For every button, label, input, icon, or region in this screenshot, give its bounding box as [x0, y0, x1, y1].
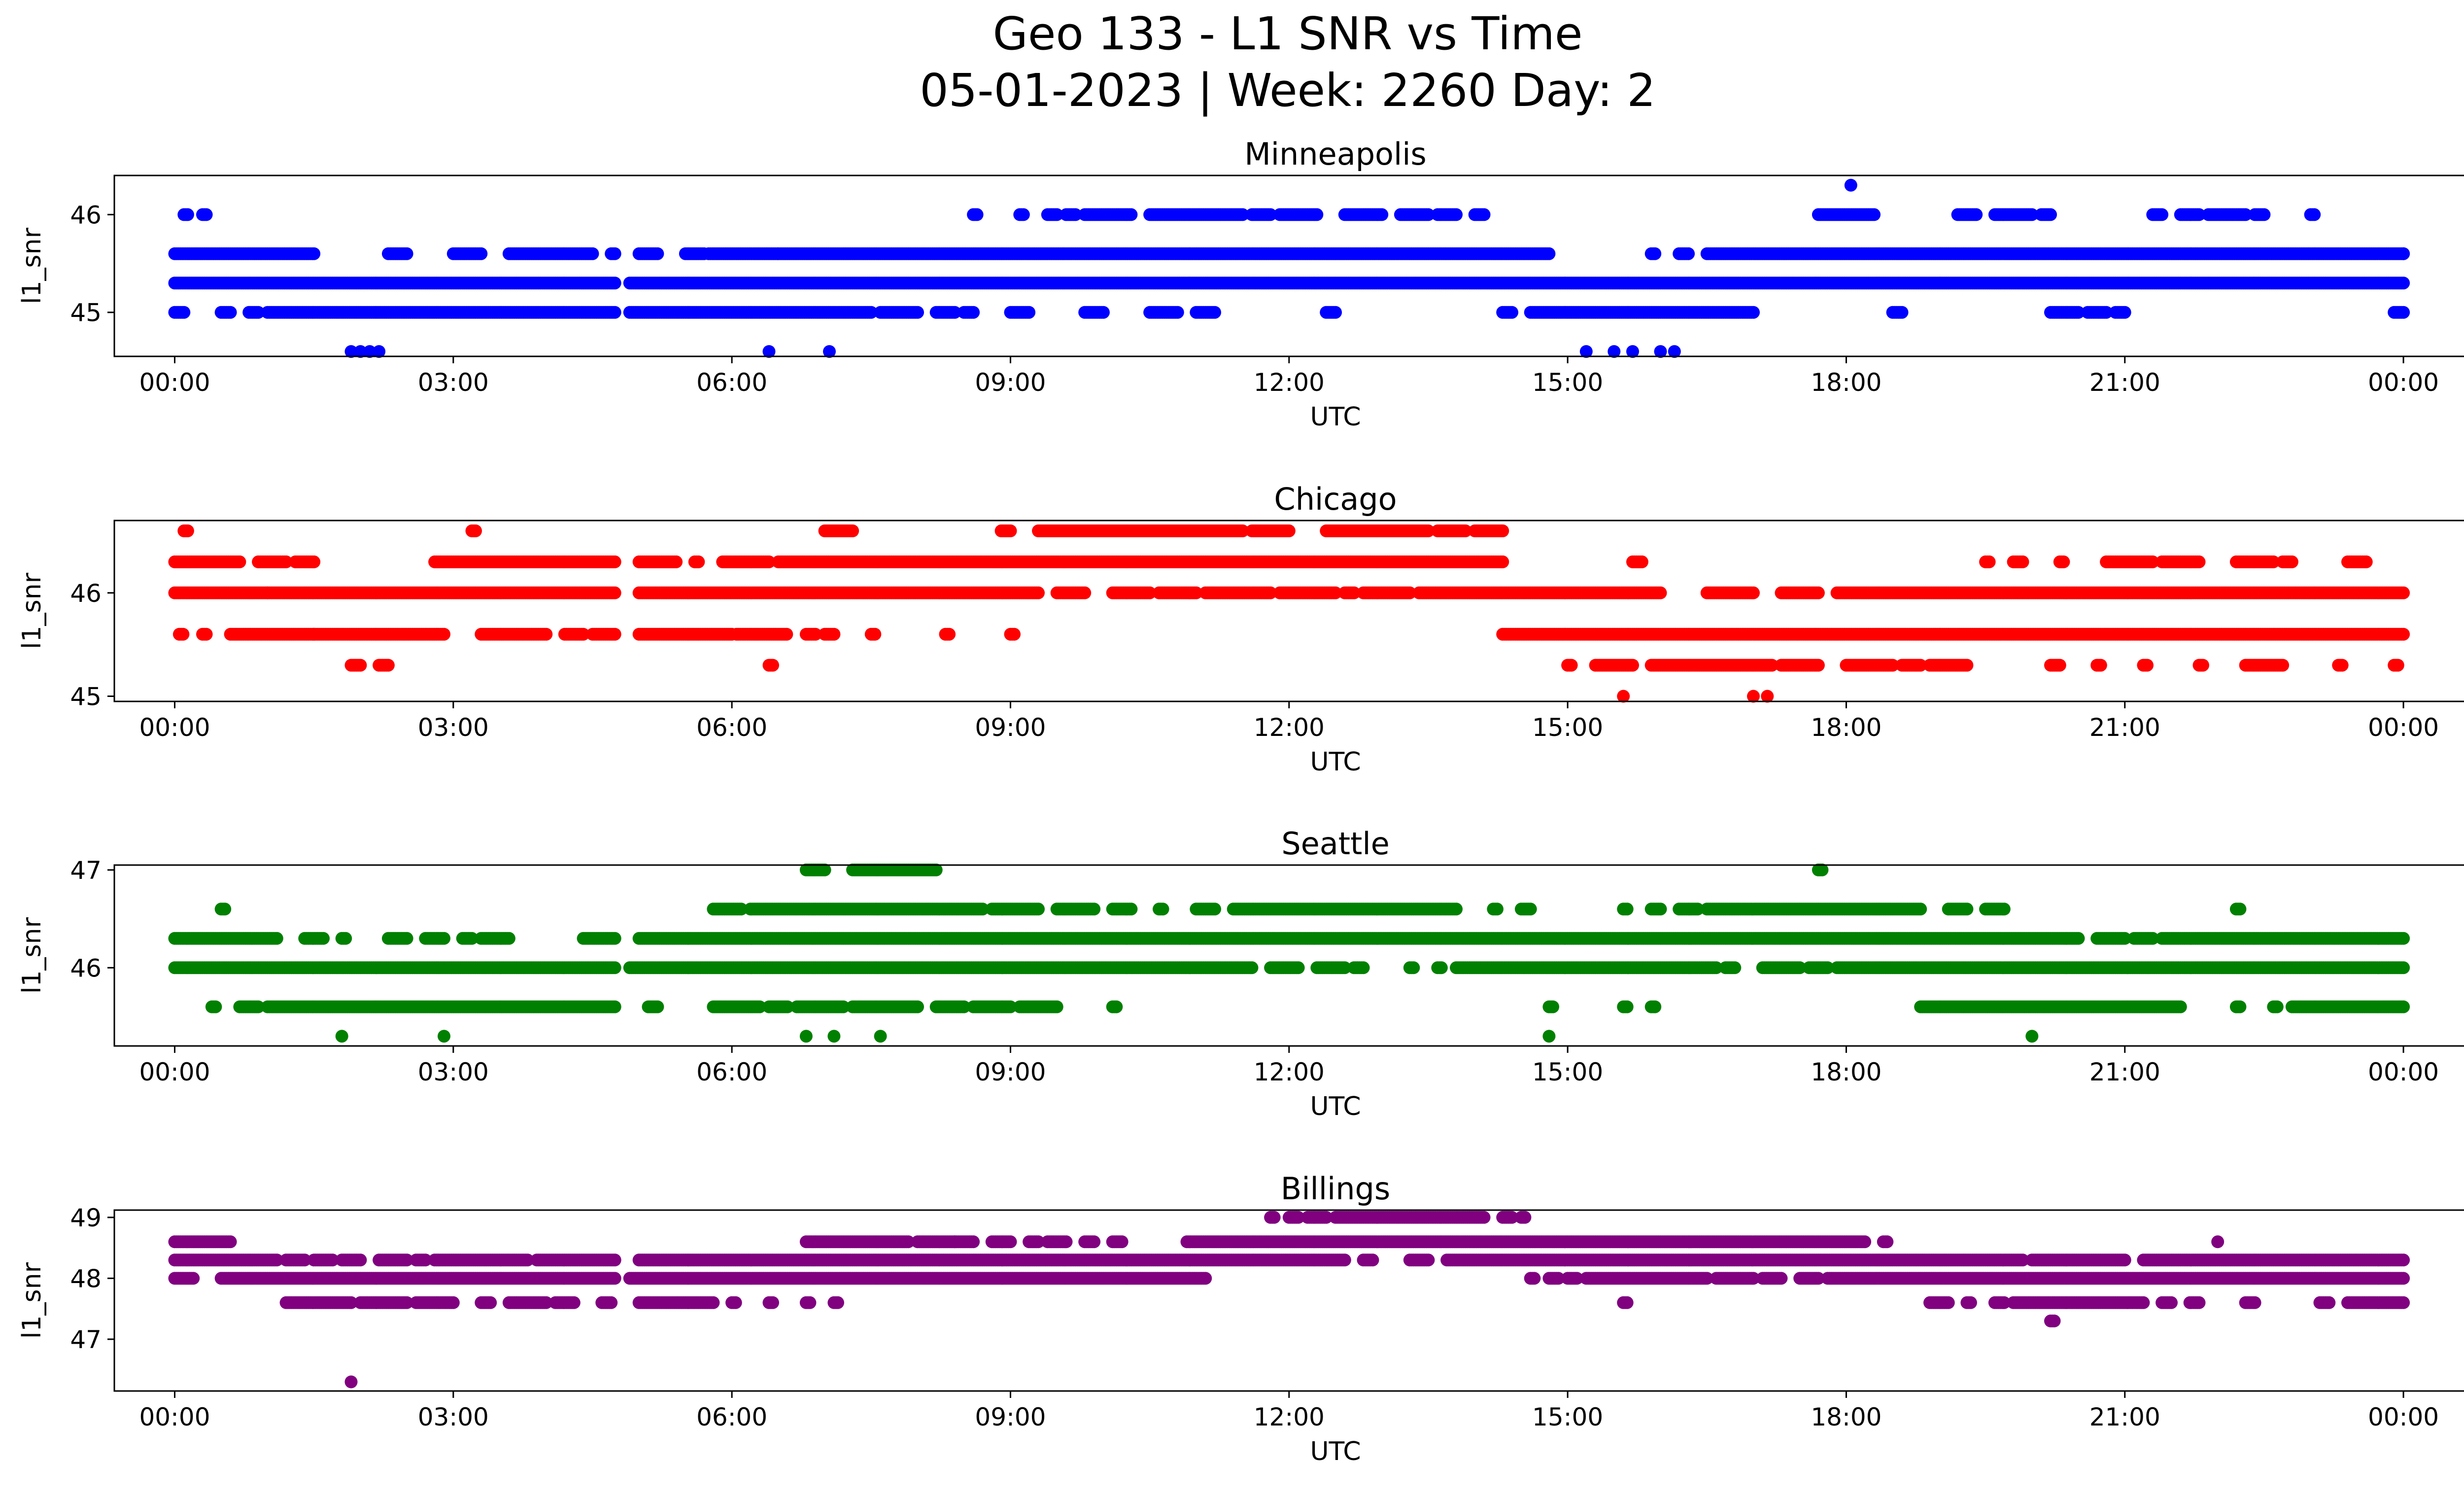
data-point	[1895, 306, 1909, 319]
data-point	[1747, 306, 1760, 319]
data-point	[1171, 306, 1184, 319]
data-point	[224, 306, 237, 319]
x-tick-label: 03:00	[418, 368, 489, 397]
subplot-title: Minneapolis	[1244, 136, 1427, 172]
data-point	[970, 208, 984, 221]
data-point	[1747, 586, 1760, 599]
data-point	[1329, 306, 1342, 319]
data-point	[200, 627, 213, 641]
data-point	[608, 586, 621, 599]
data-point	[1682, 247, 1695, 260]
data-point	[1970, 208, 1983, 221]
data-point	[586, 247, 599, 260]
data-point	[1654, 586, 1667, 599]
subplot-title: Chicago	[1274, 481, 1397, 517]
data-point	[1648, 247, 1662, 260]
figure-title-line2: 05-01-2023 | Week: 2260 Day: 2	[920, 64, 1656, 117]
x-axis-label: UTC	[1310, 402, 1361, 432]
y-tick-label: 45	[70, 299, 102, 327]
data-point	[1506, 306, 1518, 319]
x-tick-label: 18:00	[1811, 368, 1882, 397]
data-point	[176, 627, 190, 641]
data-point	[1635, 555, 1648, 568]
data-point	[1542, 247, 1556, 260]
figure-title-line1: Geo 133 - L1 SNR vs Time	[993, 7, 1583, 60]
data-point	[2192, 555, 2206, 568]
data-point	[200, 208, 213, 221]
x-tick-label: 00:00	[139, 368, 210, 397]
data-point	[608, 247, 621, 260]
data-point	[1208, 306, 1221, 319]
data-point	[2397, 247, 2410, 260]
data-point	[2057, 555, 2070, 568]
data-point	[400, 247, 413, 260]
data-point	[233, 555, 246, 568]
data-point	[608, 277, 621, 290]
y-axis-label: l1_snr	[17, 227, 47, 304]
data-point	[1096, 306, 1110, 319]
data-point	[1375, 208, 1389, 221]
data-point	[670, 555, 683, 568]
x-tick-label: 09:00	[975, 368, 1046, 397]
data-point	[308, 247, 321, 260]
data-point	[2285, 555, 2298, 568]
x-tick-label: 12:00	[1254, 368, 1325, 397]
data-point	[2044, 208, 2057, 221]
data-point	[177, 306, 191, 319]
data-point	[967, 306, 980, 319]
data-point	[1496, 555, 1509, 568]
data-point	[692, 555, 705, 568]
data-point	[1078, 586, 1092, 599]
data-point	[1812, 586, 1825, 599]
data-point	[2016, 555, 2029, 568]
data-point	[1844, 178, 1857, 192]
subplot-minneapolis: Minneapolis 00:00 03:00 06:00 09:00 12:00 15:0…	[17, 136, 2464, 432]
data-point	[1983, 555, 1996, 568]
data-point	[2397, 277, 2410, 290]
data-point	[651, 247, 664, 260]
data-point	[1477, 208, 1491, 221]
data-point	[2308, 208, 2321, 221]
data-point	[2156, 208, 2169, 221]
data-point	[2397, 586, 2410, 599]
data-point	[475, 247, 488, 260]
data-point	[1125, 208, 1138, 221]
data-point	[1017, 208, 1030, 221]
data-point	[608, 555, 621, 568]
data-point	[1450, 208, 1463, 221]
x-tick-label: 21:00	[2089, 368, 2160, 397]
data-point	[911, 306, 924, 319]
data-point	[1868, 208, 1881, 221]
data-point	[2360, 555, 2373, 568]
data-points	[168, 178, 2410, 358]
x-tick-label: 06:00	[696, 368, 767, 397]
data-point	[2258, 208, 2271, 221]
x-tick-label: 15:00	[1532, 368, 1603, 397]
data-point	[608, 306, 621, 319]
data-point	[1310, 208, 1324, 221]
x-tick-label: 00:00	[2368, 368, 2439, 397]
data-point	[2397, 306, 2410, 319]
data-point	[181, 208, 194, 221]
data-point	[1032, 586, 1045, 599]
y-tick-label: 46	[70, 201, 102, 229]
data-point	[308, 555, 321, 568]
data-point	[1023, 306, 1036, 319]
data-point	[2118, 306, 2131, 319]
